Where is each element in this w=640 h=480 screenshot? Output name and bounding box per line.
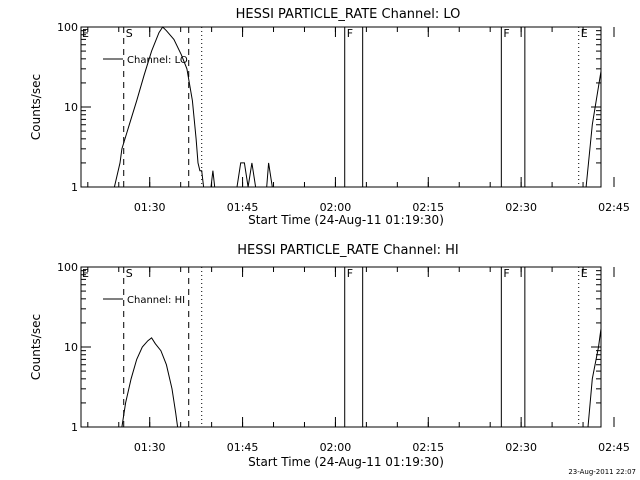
legend-entry-lo: Channel: LO [127, 55, 188, 66]
event-marker-label-lo-0: S [126, 27, 133, 40]
x-tick-label-lo-1: 01:45 [227, 201, 259, 214]
chart-title-lo: HESSI PARTICLE_RATE Channel: LO [236, 7, 461, 22]
panel-lo: HESSI PARTICLE_RATE Channel: LO 1 10 100 01… [29, 7, 630, 227]
series-line-hi-0 [121, 337, 179, 428]
x-tick-label-lo-5: 02:45 [598, 201, 630, 214]
plot-area-hi: 1 10 100 01:30 01:45 02:00 02:15 02:30 02:45 S F F E… [57, 261, 630, 454]
series-line-lo-4 [585, 60, 602, 188]
x-tick-label-hi-4: 02:30 [505, 441, 537, 454]
y-tick-label-lo-2: 100 [57, 21, 78, 34]
x-tick-label-hi-5: 02:45 [598, 441, 630, 454]
x-tick-label-hi-1: 01:45 [227, 441, 259, 454]
event-marker-corner-lo: E [82, 27, 89, 40]
event-marker-label-lo-7: E [581, 27, 588, 40]
legend-entry-hi: Channel: HI [127, 295, 185, 306]
series-line-lo-2 [236, 162, 257, 188]
plot-frame-hi [80, 266, 602, 428]
plot-frame-lo [80, 26, 602, 188]
y-tick-label-hi-1: 10 [64, 341, 78, 354]
x-tick-label-lo-3: 02:15 [412, 201, 444, 214]
footer-timestamp: 23-Aug-2011 22:07 [568, 468, 636, 476]
series-line-lo-3 [266, 162, 273, 188]
series-line-lo-0 [113, 26, 205, 188]
y-tick-label-hi-2: 100 [57, 261, 78, 274]
x-axis-label-hi: Start Time (24-Aug-11 01:19:30) [248, 455, 444, 469]
y-axis-label-hi: Counts/sec [29, 314, 43, 380]
event-marker-corner-hi: E [82, 267, 89, 280]
event-marker-label-hi-3: F [347, 267, 353, 280]
x-tick-label-hi-0: 01:30 [134, 441, 166, 454]
x-tick-label-lo-2: 02:00 [320, 201, 352, 214]
y-tick-label-hi-0: 1 [71, 421, 78, 434]
event-marker-label-hi-5: F [503, 267, 509, 280]
chart-title-hi: HESSI PARTICLE_RATE Channel: HI [237, 243, 458, 258]
series-line-lo-1 [210, 170, 216, 188]
x-tick-label-hi-2: 02:00 [320, 441, 352, 454]
x-tick-label-hi-3: 02:15 [412, 441, 444, 454]
x-axis-label-lo: Start Time (24-Aug-11 01:19:30) [248, 213, 444, 227]
event-marker-label-lo-5: F [503, 27, 509, 40]
event-marker-label-lo-3: F [347, 27, 353, 40]
event-marker-label-hi-7: E [581, 267, 588, 280]
series-line-hi-1 [587, 316, 602, 428]
y-tick-label-lo-1: 10 [64, 101, 78, 114]
event-marker-label-hi-0: S [126, 267, 133, 280]
panel-hi: HESSI PARTICLE_RATE Channel: HI 1 10 100 01… [29, 243, 630, 469]
x-tick-label-lo-4: 02:30 [505, 201, 537, 214]
y-axis-label-lo: Counts/sec [29, 74, 43, 140]
y-tick-label-lo-0: 1 [71, 181, 78, 194]
x-tick-label-lo-0: 01:30 [134, 201, 166, 214]
plot-area-lo: 1 10 100 01:30 01:45 02:00 02:15 02:30 02:45 S F F E… [57, 21, 630, 214]
